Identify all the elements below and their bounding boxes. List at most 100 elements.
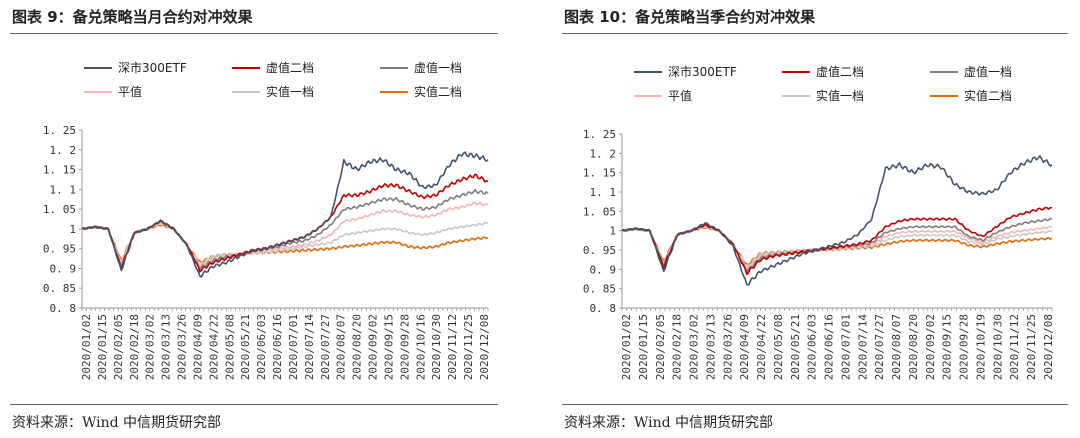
legend-label: 实值一档 [266, 84, 314, 99]
x-tick-label: 2020/11/12 [446, 314, 459, 380]
legend-label: 实值一档 [816, 88, 864, 103]
x-tick-label: 2020/09/28 [958, 314, 971, 380]
legend-item-虚值二档: 虚值二档 [232, 60, 314, 75]
y-tick-label: 0. 8 [50, 302, 77, 315]
x-tick-label: 2020/12/08 [478, 314, 491, 380]
x-tick-label: 2020/03/26 [176, 314, 189, 380]
y-tick-label: 1 [609, 225, 616, 238]
x-tick-label: 2020/03/02 [144, 314, 157, 380]
legend-label: 虚值一档 [964, 64, 1012, 79]
source-note: 资料来源：Wind 中信期货研究部 [564, 415, 774, 431]
x-tick-label: 2020/09/02 [924, 314, 937, 380]
y-tick-label: 1. 25 [583, 128, 616, 141]
x-tick-label: 2020/04/09 [191, 314, 204, 380]
x-tick-label: 2020/01/15 [637, 314, 650, 380]
chart-panel-10: 图表 10：备兑策略当季合约对冲效果 深市300ETF 虚值二档 虚值一档 平值 实值一… [540, 0, 1080, 438]
series-line-虚值二档 [81, 173, 489, 273]
x-tick-label: 2020/02/18 [671, 314, 684, 380]
x-tick-label: 2020/02/18 [128, 314, 141, 380]
x-tick-label: 2020/11/25 [1025, 314, 1038, 380]
series-line-深市300ETF [81, 151, 489, 278]
x-tick-label: 2020/10/30 [430, 314, 443, 380]
legend-label: 实值二档 [414, 84, 462, 99]
y-tick-label: 0. 9 [590, 263, 617, 276]
title-rule [10, 33, 498, 34]
x-tick-label: 2020/07/14 [856, 314, 869, 381]
x-tick-label: 2020/07/27 [319, 314, 332, 380]
legend-item-深市300ETF: 深市300ETF [634, 64, 737, 79]
x-tick-label: 2020/10/19 [974, 314, 987, 380]
x-tick-label: 2020/10/16 [414, 314, 427, 380]
y-tick-label: 0. 9 [50, 262, 77, 275]
y-tick-label: 1. 05 [43, 203, 76, 216]
legend-label: 虚值二档 [816, 64, 864, 79]
series-line-平值 [81, 201, 489, 268]
x-tick-label: 2020/03/26 [721, 314, 734, 380]
legend-item-深市300ETF: 深市300ETF [84, 60, 187, 75]
x-tick-label: 2020/08/20 [907, 314, 920, 380]
x-tick-label: 2020/07/01 [839, 314, 852, 380]
x-tick-label: 2020/06/16 [823, 314, 836, 380]
x-tick-label: 2020/06/16 [271, 314, 284, 380]
legend-item-平值: 平值 [634, 88, 692, 103]
x-tick-label: 2020/09/15 [382, 314, 395, 380]
legend-item-虚值一档: 虚值一档 [380, 60, 462, 75]
y-tick-label: 1. 1 [590, 186, 617, 199]
series-line-深市300ETF [621, 155, 1053, 286]
y-axis: 1. 25 1. 2 1. 15 1. 1 1. 05 1 0. 95 0. 9 0. 85 0.… [43, 124, 83, 315]
x-tick-label: 2020/02/05 [654, 314, 667, 380]
legend-label: 平值 [668, 88, 692, 103]
x-tick-label: 2020/02/05 [112, 314, 125, 380]
x-tick-label: 2020/08/07 [335, 314, 348, 380]
legend-label: 虚值二档 [266, 60, 314, 75]
y-tick-label: 1 [69, 223, 76, 236]
x-tick-label: 2020/01/02 [620, 314, 633, 380]
y-tick-label: 0. 95 [43, 243, 76, 256]
x-tick-label: 2020/07/14 [303, 314, 316, 381]
legend-item-实值二档: 实值二档 [380, 84, 462, 99]
x-tick-label: 2020/07/01 [287, 314, 300, 380]
source-rule [10, 404, 498, 405]
legend-label: 平值 [118, 84, 142, 99]
legend-item-实值一档: 实值一档 [782, 88, 864, 103]
x-tick-label: 2020/05/08 [223, 314, 236, 380]
y-tick-label: 1. 2 [50, 144, 77, 157]
x-tick-label: 2020/03/02 [688, 314, 701, 380]
legend-label: 虚值一档 [414, 60, 462, 75]
x-tick-label: 2020/03/13 [160, 314, 173, 380]
x-tick-label: 2020/11/12 [1008, 314, 1021, 380]
x-tick-label: 2020/08/07 [890, 314, 903, 380]
x-tick-label: 2020/04/09 [738, 314, 751, 380]
legend-label: 深市300ETF [668, 64, 737, 79]
y-tick-label: 1. 15 [583, 167, 616, 180]
x-tick-label: 2020/12/08 [1042, 314, 1055, 380]
x-tick-label: 2020/10/30 [991, 314, 1004, 380]
legend-item-实值二档: 实值二档 [930, 88, 1012, 103]
x-tick-label: 2020/09/28 [398, 314, 411, 380]
legend-item-虚值一档: 虚值一档 [930, 64, 1012, 79]
chart-panel-9: 图表 9：备兑策略当月合约对冲效果 深市300ETF 虚值二档 虚值一档 平值 实值一档… [10, 8, 498, 431]
x-tick-label: 2020/06/03 [806, 314, 819, 380]
x-tick-label: 2020/04/22 [207, 314, 220, 380]
y-tick-label: 1. 1 [50, 183, 77, 196]
x-tick-label: 2020/09/15 [941, 314, 954, 380]
legend-item-虚值二档: 虚值二档 [782, 64, 864, 79]
x-tick-label: 2020/05/08 [772, 314, 785, 380]
x-tick-label: 2020/11/25 [462, 314, 475, 380]
x-axis: 2020/01/02 2020/01/15 2020/02/05 2020/02/18… [80, 307, 491, 381]
x-tick-label: 2020/03/13 [704, 314, 717, 380]
legend-label: 深市300ETF [118, 60, 187, 75]
x-tick-label: 2020/06/03 [255, 314, 268, 380]
x-tick-label: 2020/01/15 [96, 314, 109, 380]
y-tick-label: 1. 2 [590, 147, 617, 160]
y-tick-label: 0. 95 [583, 244, 616, 257]
y-tick-label: 0. 85 [43, 282, 76, 295]
x-tick-label: 2020/01/02 [80, 314, 93, 380]
x-tick-label: 2020/08/20 [351, 314, 364, 380]
legend-item-实值一档: 实值一档 [232, 84, 314, 99]
x-axis: 2020/01/02 2020/01/15 2020/02/05 2020/02/18… [620, 307, 1055, 381]
source-note: 资料来源：Wind 中信期货研究部 [12, 415, 222, 431]
x-tick-label: 2020/07/27 [873, 314, 886, 380]
